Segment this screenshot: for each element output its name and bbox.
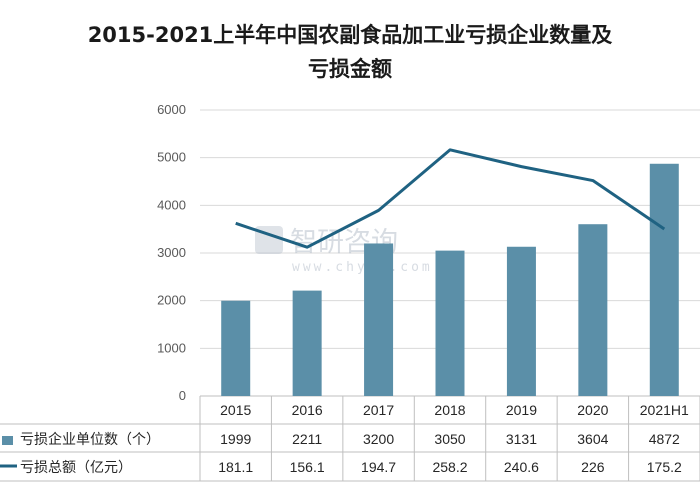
data-label-line: 194.7 <box>361 459 396 475</box>
chart-title: 2015-2021上半年中国农副食品加工业亏损企业数量及 亏损金额 <box>0 18 700 86</box>
bar <box>364 243 394 396</box>
y-tick-label: 1000 <box>157 340 186 355</box>
data-label-line: 226 <box>581 459 605 475</box>
legend-bar-swatch <box>2 436 13 445</box>
x-category-label: 2018 <box>434 402 465 418</box>
legend-bar-label: 亏损企业单位数（个） <box>20 431 160 448</box>
line-series <box>235 148 666 249</box>
x-category-label: 2015 <box>220 402 251 418</box>
y-axis-ticks: 0 1000 2000 3000 4000 5000 6000 <box>157 102 186 403</box>
bar <box>578 224 608 396</box>
data-label-bar: 3200 <box>363 431 394 447</box>
data-label-line: 175.2 <box>647 459 682 475</box>
data-label-bar: 3604 <box>577 431 608 447</box>
data-label-line: 181.1 <box>218 459 253 475</box>
bar <box>292 290 322 396</box>
y-tick-label: 0 <box>179 388 186 403</box>
legend-line-label: 亏损总额（亿元） <box>20 460 132 476</box>
bar-series <box>221 163 679 396</box>
y-tick-label: 6000 <box>157 102 186 117</box>
data-label-line: 156.1 <box>290 459 325 475</box>
y-tick-label: 4000 <box>157 197 186 212</box>
y-tick-label: 2000 <box>157 293 186 308</box>
data-label-bar: 1999 <box>220 431 251 447</box>
data-label-bar: 2211 <box>292 431 322 447</box>
bar <box>649 163 679 396</box>
data-label-bar: 4872 <box>649 431 680 447</box>
data-label-bar: 3131 <box>506 431 537 447</box>
chart-title-line-2: 亏损金额 <box>308 57 392 81</box>
x-category-label: 2020 <box>577 402 608 418</box>
x-category-label: 2021H1 <box>640 402 689 418</box>
bar <box>435 250 465 396</box>
x-category-label: 2017 <box>363 402 394 418</box>
watermark-url: www.chyxx.com <box>292 260 433 275</box>
bar <box>221 300 251 396</box>
y-tick-label: 5000 <box>157 150 186 165</box>
y-tick-label: 3000 <box>157 245 186 260</box>
x-category-label: 2019 <box>506 402 537 418</box>
x-category-label: 2016 <box>292 402 323 418</box>
data-label-line: 240.6 <box>504 459 539 475</box>
bar <box>506 246 536 396</box>
data-table: 2015 2016 2017 2018 2019 2020 2021H1 亏损企业单位数（个）… <box>0 396 700 482</box>
data-label-bar: 3050 <box>434 431 465 447</box>
data-label-line: 258.2 <box>432 459 467 475</box>
chart-title-line-1: 2015-2021上半年中国农副食品加工业亏损企业数量及 <box>87 23 613 47</box>
